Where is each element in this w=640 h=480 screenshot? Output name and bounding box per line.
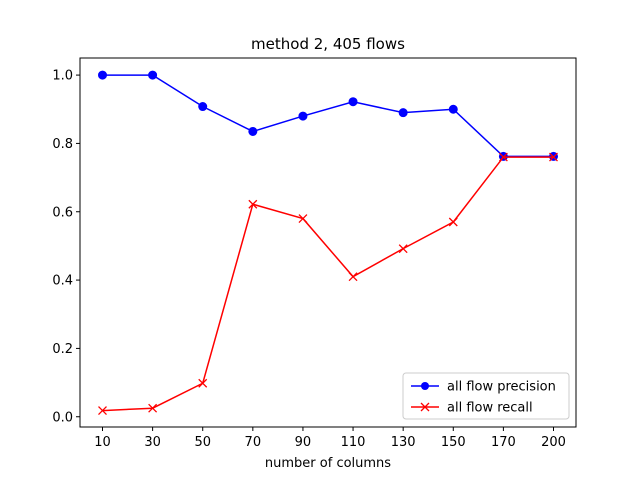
y-tick-label: 0.6 bbox=[52, 205, 73, 220]
marker-x-shape bbox=[398, 244, 408, 254]
data-point bbox=[448, 104, 458, 114]
data-point bbox=[549, 152, 558, 162]
x-tick-label: 110 bbox=[341, 435, 366, 450]
legend: all flow precision all flow recall bbox=[402, 372, 570, 420]
x-tick-label: 50 bbox=[194, 435, 211, 450]
legend-label: all flow recall bbox=[447, 401, 533, 416]
y-tick-label: 1.0 bbox=[52, 69, 73, 84]
data-point bbox=[348, 97, 358, 107]
data-point bbox=[248, 199, 258, 209]
legend-marker bbox=[420, 402, 430, 412]
x-tick-label: 30 bbox=[144, 435, 161, 450]
x-tick-label: 150 bbox=[441, 435, 466, 450]
y-tick-label: 0.2 bbox=[52, 342, 73, 357]
data-point bbox=[198, 102, 208, 112]
x-tick-label: 90 bbox=[295, 435, 312, 450]
data-point bbox=[248, 126, 258, 136]
marker-x-shape bbox=[549, 152, 558, 162]
marker-x-shape bbox=[198, 378, 208, 388]
series-line-1 bbox=[102, 74, 554, 158]
marker-x-shape bbox=[448, 217, 458, 227]
data-point bbox=[98, 406, 107, 416]
data-point bbox=[348, 272, 358, 282]
y-tick-label: 0.0 bbox=[52, 410, 73, 425]
legend-box bbox=[402, 372, 570, 420]
y-tick-label: 0.4 bbox=[52, 274, 73, 289]
x-tick-label: 130 bbox=[391, 435, 416, 450]
data-point bbox=[198, 378, 208, 388]
marker-x-shape bbox=[148, 403, 158, 413]
legend-entry-2: all flow recall bbox=[411, 401, 533, 416]
marker-x-shape bbox=[98, 406, 107, 416]
marker-x-shape bbox=[248, 199, 258, 209]
data-point bbox=[98, 70, 107, 80]
data-point bbox=[298, 111, 308, 121]
legend-entry-1: all flow precision bbox=[411, 380, 556, 395]
data-point bbox=[448, 217, 458, 227]
data-point bbox=[398, 108, 408, 118]
data-point bbox=[148, 70, 158, 80]
x-tick-label: 170 bbox=[491, 435, 516, 450]
legend-label: all flow precision bbox=[447, 380, 556, 395]
chart-title: method 2, 405 flows bbox=[251, 35, 405, 53]
legend-marker bbox=[421, 382, 429, 390]
x-tick-label: 200 bbox=[541, 435, 566, 450]
x-tick-label: 10 bbox=[94, 435, 111, 450]
data-point bbox=[398, 244, 408, 254]
series-line-2 bbox=[102, 156, 554, 412]
plot-area: 0.0 0.2 0.4 0.6 0.8 1.0 10 30 50 70 90 110 130 150 170… bbox=[52, 57, 577, 450]
x-axis-label: number of columns bbox=[265, 456, 391, 471]
y-tick-label: 0.8 bbox=[52, 137, 73, 152]
x-tick-label: 70 bbox=[245, 435, 262, 450]
data-point bbox=[498, 152, 508, 162]
data-point bbox=[148, 403, 158, 413]
marker-x-shape bbox=[348, 272, 358, 282]
marker-x-shape bbox=[298, 214, 308, 224]
plot-frame bbox=[79, 57, 577, 428]
marker-x-shape bbox=[498, 152, 508, 162]
data-point bbox=[298, 214, 308, 224]
